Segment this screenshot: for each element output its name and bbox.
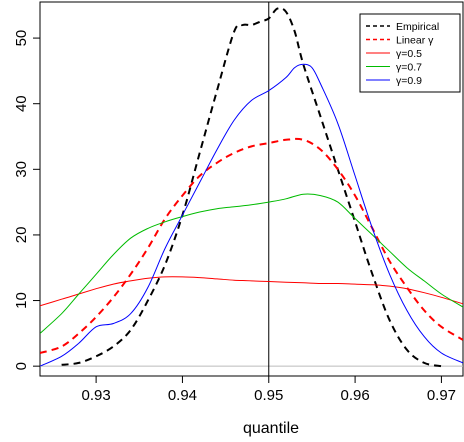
plot-area xyxy=(39,1,464,377)
series-layer xyxy=(40,7,463,368)
plot-frame xyxy=(39,1,464,377)
y-tick-label: 50 xyxy=(13,30,30,47)
x-axis-title: quantile xyxy=(243,420,299,437)
legend: Empirical Linear γγ=0.5 γ=0.7γ=0.9 xyxy=(359,13,461,93)
series-line-linear xyxy=(40,137,463,354)
y-tick-label: 20 xyxy=(13,227,30,244)
x-tick-label: 0.97 xyxy=(427,387,456,404)
series-group xyxy=(40,7,463,368)
legend-label: Linear γ xyxy=(396,35,434,47)
x-tick-label: 0.93 xyxy=(82,387,111,404)
x-axis: 0.93 0.94 0.95 0.96 0.97 xyxy=(82,376,456,404)
legend-label: γ=0.9 xyxy=(396,75,422,87)
legend-label: γ=0.5 xyxy=(396,48,422,60)
x-tick-label: 0.95 xyxy=(254,387,283,404)
x-tick-label: 0.94 xyxy=(168,387,197,404)
y-tick-label: 40 xyxy=(13,95,30,112)
y-tick-label: 0 xyxy=(13,362,30,370)
y-axis: 0 10 20 30 40 50 xyxy=(13,30,40,370)
legend-label: γ=0.7 xyxy=(396,62,422,74)
y-tick-label: 10 xyxy=(13,292,30,309)
legend-label: Empirical xyxy=(396,21,439,33)
series-line-0-9 xyxy=(40,63,463,367)
series-line-0-7 xyxy=(40,193,463,334)
x-tick-label: 0.96 xyxy=(340,387,369,404)
series-line-empirical xyxy=(61,7,442,368)
y-tick-label: 30 xyxy=(13,161,30,178)
series-line-0-5 xyxy=(40,276,463,307)
